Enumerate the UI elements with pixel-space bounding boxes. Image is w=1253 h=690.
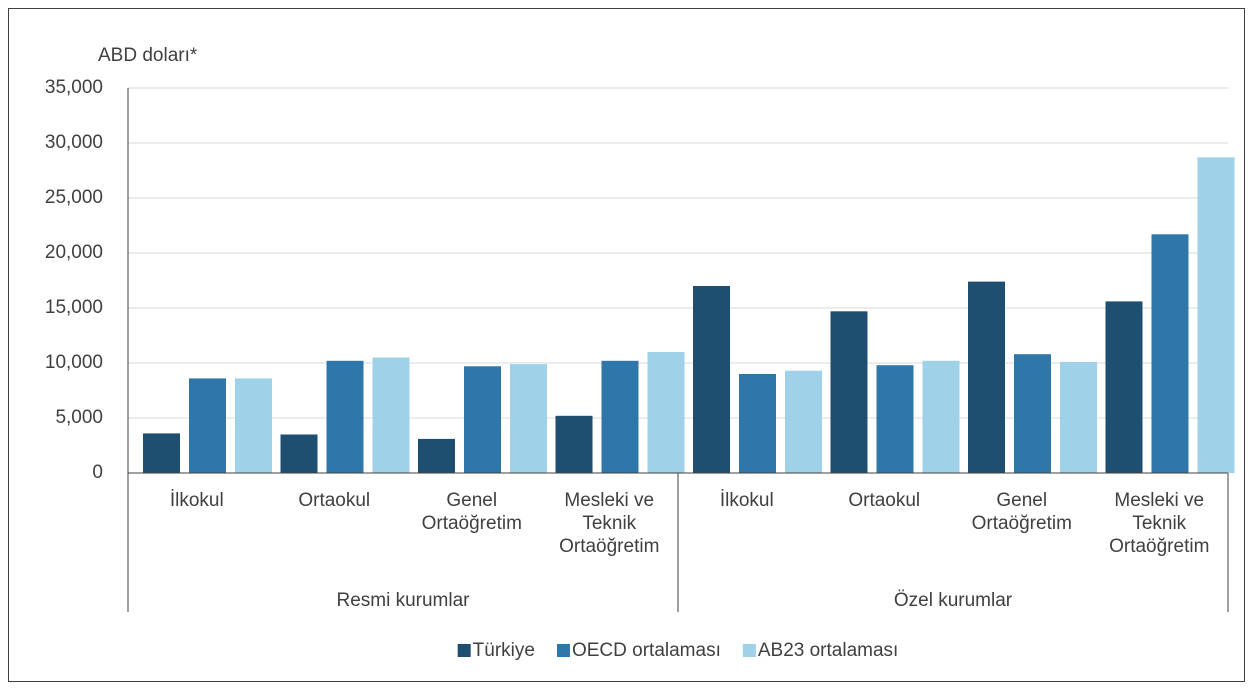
x-tick-label: Ortaöğretim	[1109, 536, 1209, 557]
axis-title: ABD doları*	[98, 45, 198, 66]
y-tick-label: 15,000	[45, 297, 103, 318]
frame	[8, 8, 1245, 682]
legend-swatch	[457, 644, 471, 657]
bar	[601, 360, 639, 473]
bar	[326, 360, 364, 473]
bar	[693, 286, 730, 473]
x-tick-label: Ortaöğretim	[559, 536, 659, 557]
x-tick-label: İlkokul	[720, 490, 774, 511]
bar	[647, 352, 685, 473]
legend-label: OECD ortalaması	[572, 640, 721, 661]
bar	[510, 364, 547, 473]
y-tick-label: 30,000	[45, 132, 103, 153]
bar	[418, 438, 455, 473]
legend: Türkiye OECD ortalaması AB23 ortalaması	[457, 640, 898, 661]
bar	[785, 370, 822, 473]
x-tick-label: Teknik	[582, 513, 636, 534]
bar	[876, 365, 914, 473]
bar	[280, 434, 318, 473]
group-label: Özel kurumlar	[894, 590, 1013, 611]
y-tick-label: 0	[92, 462, 103, 483]
bar	[968, 281, 1005, 473]
bar	[143, 433, 180, 473]
bar	[1014, 354, 1051, 473]
y-tick-label: 35,000	[45, 77, 103, 98]
legend-label: AB23 ortalaması	[758, 640, 898, 661]
bar	[830, 311, 868, 473]
bar	[922, 360, 960, 473]
bar	[235, 378, 272, 473]
x-tick-label: Ortaöğretim	[972, 513, 1072, 534]
bar	[1151, 234, 1189, 473]
bar	[372, 357, 410, 473]
x-tick-label: Ortaokul	[848, 490, 920, 511]
legend-swatch	[556, 644, 570, 657]
x-tick-label: Mesleki ve	[1114, 490, 1204, 511]
group-label: Resmi kurumlar	[336, 590, 470, 611]
bar	[1060, 361, 1097, 473]
legend-swatch	[742, 644, 756, 657]
x-tick-label: Ortaöğretim	[422, 513, 522, 534]
legend-label: Türkiye	[473, 640, 535, 661]
bar	[739, 374, 776, 473]
bar	[189, 378, 226, 473]
x-tick-label: Teknik	[1132, 513, 1186, 534]
x-tick-label: Genel	[446, 490, 497, 511]
y-tick-label: 20,000	[45, 242, 103, 263]
y-tick-label: 25,000	[45, 187, 103, 208]
bar	[1105, 301, 1143, 473]
y-tick-label: 10,000	[45, 352, 103, 373]
y-tick-label: 5,000	[55, 407, 103, 428]
bar	[555, 415, 593, 473]
bar	[464, 366, 501, 473]
x-tick-label: İlkokul	[170, 490, 224, 511]
bar	[1197, 157, 1235, 474]
x-tick-label: Genel	[996, 490, 1047, 511]
x-tick-label: Mesleki ve	[564, 490, 654, 511]
x-tick-label: Ortaokul	[298, 490, 370, 511]
